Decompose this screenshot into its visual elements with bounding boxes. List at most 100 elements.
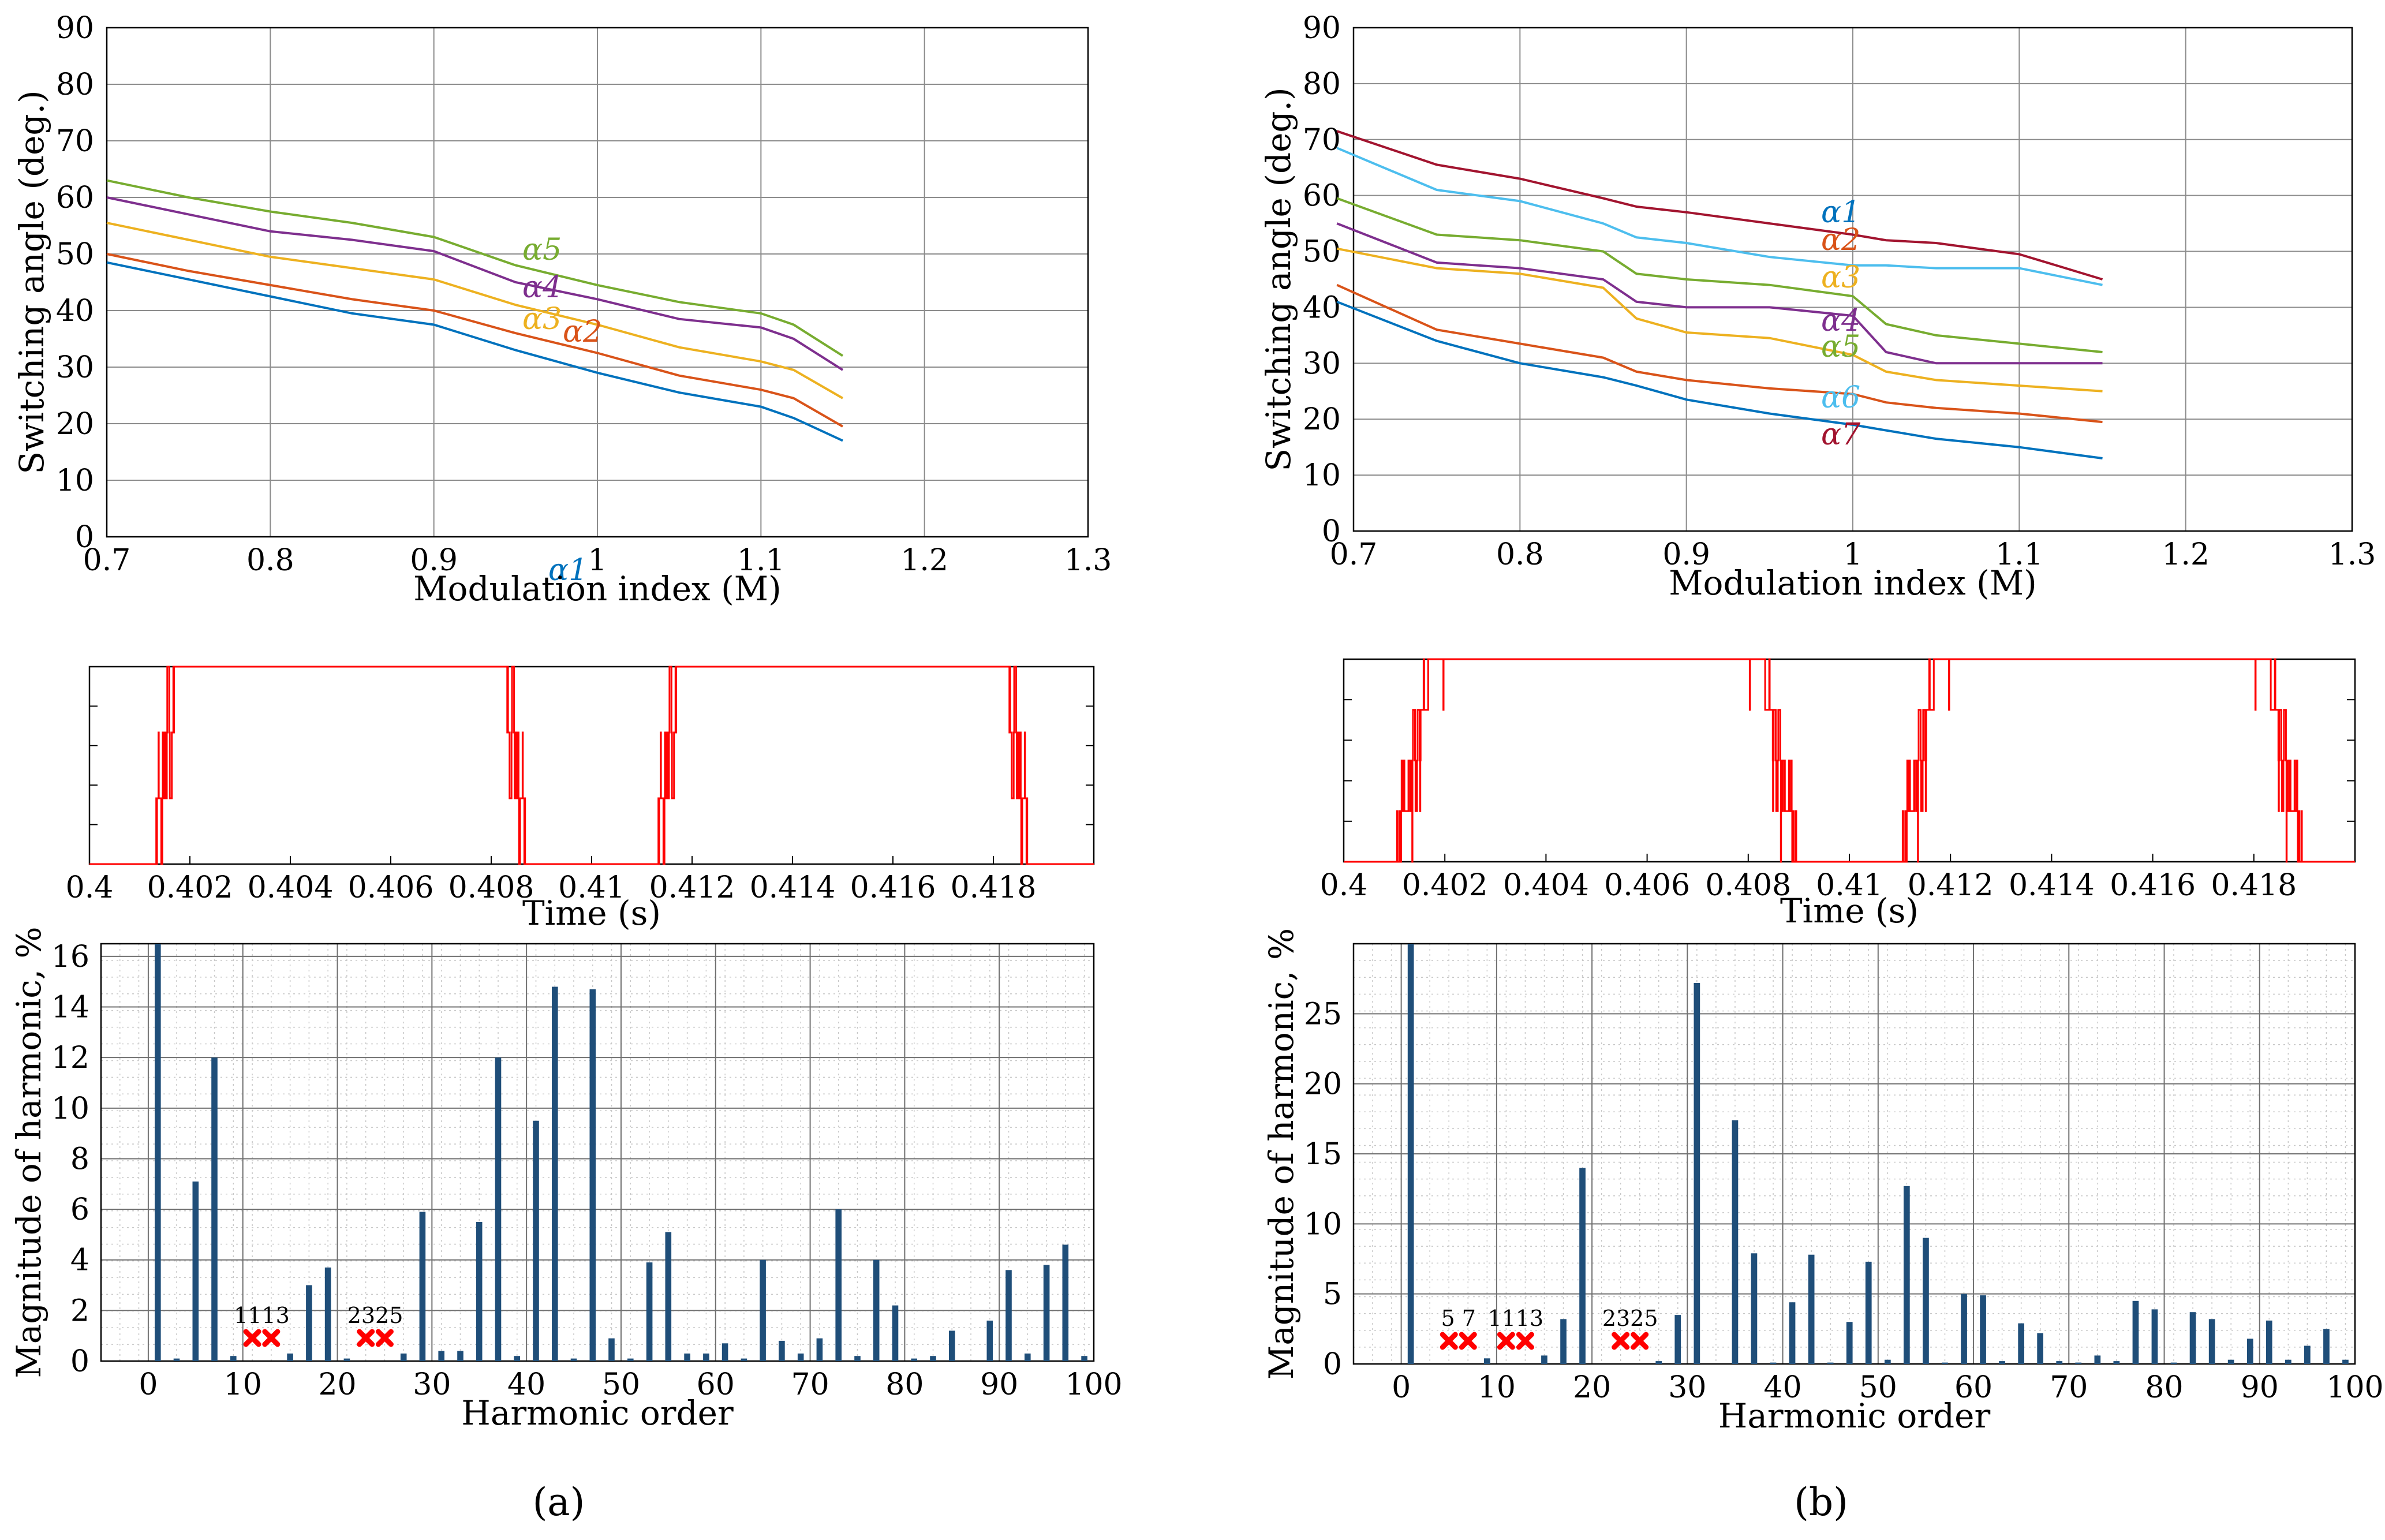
x-tick-label: 20 xyxy=(1573,1370,1611,1405)
x-axis-label: Time (s) xyxy=(1780,891,1919,930)
bar-h29 xyxy=(419,1212,426,1361)
bar-h91 xyxy=(2266,1320,2272,1364)
x-tick-label: 40 xyxy=(507,1367,545,1402)
x-tick-label: 0.4 xyxy=(1320,868,1368,903)
bar-h37 xyxy=(495,1057,502,1361)
bar-h75 xyxy=(2113,1361,2120,1364)
bar-h9 xyxy=(230,1356,237,1361)
bar-h21 xyxy=(343,1358,350,1361)
panel-label-a: (a) xyxy=(533,1480,585,1524)
x-tick-label: 10 xyxy=(224,1367,262,1402)
eliminated-marker xyxy=(1440,1332,1458,1350)
bar-h97 xyxy=(2323,1329,2330,1364)
x-tick-label: 1.3 xyxy=(1064,543,1112,578)
bar-h1 xyxy=(1407,944,1414,1364)
bar-h51 xyxy=(1885,1359,1891,1364)
bar-h43 xyxy=(552,986,558,1361)
y-axis-label: Magnitude of harmonic, % xyxy=(1262,928,1301,1380)
curve-label: α4 xyxy=(522,270,562,305)
bar-h87 xyxy=(2227,1359,2234,1364)
x-tick-label: 0.418 xyxy=(2211,868,2297,903)
x-tick-label: 0.406 xyxy=(348,870,434,905)
eliminated-label: 1113 xyxy=(1488,1306,1544,1331)
y-tick-label: 70 xyxy=(56,124,94,159)
eliminated-marker xyxy=(1497,1332,1515,1350)
bar-h83 xyxy=(930,1356,936,1361)
voltage-waveform xyxy=(89,666,1094,865)
x-tick-label: 1 xyxy=(588,543,607,578)
bar-h99 xyxy=(1081,1356,1087,1361)
bar-h59 xyxy=(703,1353,709,1361)
eliminated-label: 1113 xyxy=(234,1303,290,1328)
x-tick-label: 0.414 xyxy=(750,870,836,905)
bar-h79 xyxy=(2151,1309,2158,1364)
axes-frame xyxy=(1343,658,2356,863)
x-tick-label: 50 xyxy=(1859,1370,1897,1405)
bar-h57 xyxy=(684,1353,690,1361)
y-tick-label: 60 xyxy=(1303,179,1341,214)
x-tick-label: 1.1 xyxy=(1995,537,2043,572)
y-tick-label: 70 xyxy=(1303,123,1341,158)
bar-h17 xyxy=(1560,1319,1567,1364)
chart-b-output-voltage: 0.4 0.402 0.404 0.406 0.408 0.41 0.412 0.414 0.4… xyxy=(1320,658,2356,930)
bar-h81 xyxy=(2170,1362,2177,1364)
bar-h61 xyxy=(1980,1295,1986,1364)
y-tick-label: 6 xyxy=(70,1193,89,1227)
x-axis-label: Harmonic order xyxy=(1718,1396,1991,1436)
x-tick-label: 0.402 xyxy=(147,870,233,905)
y-tick-label: 60 xyxy=(56,181,94,215)
x-tick-label: 0.404 xyxy=(248,870,334,905)
x-tick-label: 0.8 xyxy=(246,543,294,578)
bar-h67 xyxy=(2037,1333,2043,1364)
eliminated-marker xyxy=(357,1329,375,1347)
axes-frame xyxy=(1352,943,2356,1365)
x-tick-label: 100 xyxy=(1065,1367,1122,1402)
x-tick-label: 90 xyxy=(2241,1370,2279,1405)
bar-h85 xyxy=(2208,1319,2215,1364)
bar-h79 xyxy=(892,1305,899,1361)
bar-h35 xyxy=(1732,1120,1739,1364)
curve-label: α5 xyxy=(522,233,562,267)
bar-h69 xyxy=(2056,1361,2063,1364)
y-tick-label: 0 xyxy=(1323,1347,1342,1382)
y-tick-label: 5 xyxy=(1323,1277,1342,1312)
bar-h27 xyxy=(400,1353,407,1361)
bar-h15 xyxy=(1541,1355,1547,1364)
y-tick-label: 20 xyxy=(1304,1067,1342,1102)
voltage-waveform xyxy=(1344,658,2355,863)
eliminated-label: 2325 xyxy=(347,1303,403,1328)
x-tick-label: 0.9 xyxy=(1662,537,1710,572)
bar-h41 xyxy=(533,1120,539,1361)
x-axis-label: Modulation index (M) xyxy=(413,569,782,608)
bar-h85 xyxy=(949,1330,955,1361)
bar-h53 xyxy=(1904,1186,1910,1364)
bar-h57 xyxy=(1942,1362,1948,1364)
bar-h91 xyxy=(1005,1270,1012,1361)
bar-h65 xyxy=(760,1259,766,1361)
y-tick-label: 50 xyxy=(1303,235,1341,270)
bar-h45 xyxy=(570,1358,577,1361)
bar-h37 xyxy=(1751,1253,1758,1364)
eliminated-marker xyxy=(375,1329,394,1347)
series-line-α7 xyxy=(1336,130,2103,281)
bar-h97 xyxy=(1062,1244,1069,1361)
y-tick-label: 10 xyxy=(1304,1207,1342,1242)
x-tick-label: 0.404 xyxy=(1503,868,1589,903)
bar-h31 xyxy=(438,1351,444,1361)
x-axis-label: Time (s) xyxy=(522,894,661,933)
series-line-α6 xyxy=(1336,147,2103,286)
x-tick-label: 1.2 xyxy=(2162,537,2210,572)
y-tick-label: 10 xyxy=(1303,458,1341,493)
x-tick-label: 0.41 xyxy=(558,870,625,905)
y-tick-label: 90 xyxy=(1303,11,1341,46)
y-tick-label: 4 xyxy=(70,1243,89,1278)
bar-h89 xyxy=(2246,1339,2253,1364)
series-line-α1 xyxy=(106,261,843,442)
eliminated-marker xyxy=(1631,1332,1649,1350)
x-tick-label: 0.7 xyxy=(83,543,131,578)
y-tick-label: 15 xyxy=(1304,1137,1342,1172)
bar-h55 xyxy=(1923,1238,1929,1364)
x-tick-label: 30 xyxy=(413,1367,451,1402)
x-tick-label: 100 xyxy=(2326,1370,2383,1405)
